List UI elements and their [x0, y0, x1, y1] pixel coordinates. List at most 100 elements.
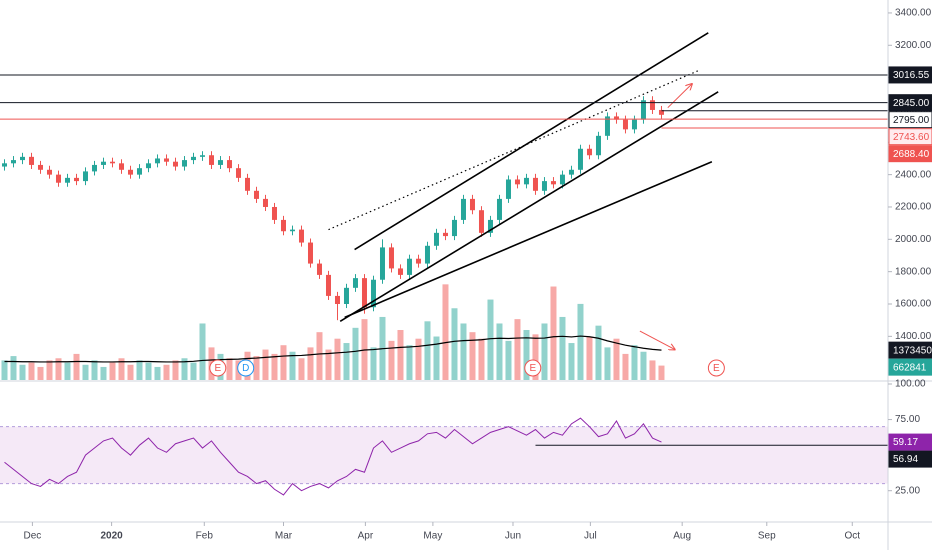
candle-body: [100, 161, 106, 165]
volume-ma-label: 1373450: [893, 345, 932, 356]
y-tick-label: 2200.00: [895, 202, 932, 213]
volume-bar: [397, 330, 404, 380]
volume-bar: [262, 349, 269, 380]
candle-body: [433, 232, 439, 246]
volume-bar: [127, 364, 134, 380]
candle-body: [595, 135, 601, 156]
volume-bar: [28, 362, 35, 380]
candle-body: [649, 100, 655, 110]
event-marker: [209, 359, 227, 377]
candle-body: [244, 177, 250, 191]
candle-body: [253, 190, 259, 199]
candle-body: [172, 161, 178, 167]
price-level-label: 2795.00: [893, 115, 930, 126]
volume-bar: [163, 364, 170, 380]
volume-bar: [100, 366, 107, 380]
volume-bar: [559, 316, 566, 380]
candle-body: [541, 181, 547, 191]
candle-body: [379, 247, 385, 280]
rsi-tick-label: 75.00: [895, 414, 920, 425]
candle-body: [136, 168, 142, 175]
volume-bar: [55, 358, 62, 380]
volume-bar: [370, 347, 377, 380]
candle-body: [532, 177, 538, 191]
candle-body: [343, 287, 349, 304]
volume-bar: [343, 343, 350, 380]
candle-body: [325, 274, 331, 296]
event-label: E: [713, 363, 720, 374]
candle-body: [217, 160, 223, 165]
candle-body: [442, 232, 448, 237]
candle-body: [37, 164, 43, 170]
candle-body: [514, 179, 520, 185]
candle-body: [352, 278, 358, 288]
candle-body: [226, 160, 232, 169]
candle-body: [460, 198, 466, 220]
candle-body: [388, 247, 394, 269]
y-tick-label: 1800.00: [895, 266, 932, 277]
candle-body: [523, 177, 529, 185]
volume-bar: [388, 340, 395, 380]
trend-line: [339, 91, 719, 322]
rsi-tick-label: 100.00: [895, 379, 926, 390]
volume-bar: [226, 358, 233, 380]
candle-body: [118, 163, 124, 170]
volume-ma-line: [4, 335, 662, 363]
rsi-level-label-box: [888, 450, 932, 468]
candle-body: [658, 109, 664, 115]
volume-bar: [622, 353, 629, 380]
volume-bar: [352, 327, 359, 380]
x-tick-label: Jun: [505, 531, 521, 542]
x-tick-label: 2020: [100, 531, 123, 542]
x-tick-label: Apr: [358, 531, 374, 542]
volume-bar: [334, 338, 341, 380]
volume-bar: [604, 347, 611, 380]
volume-bar: [658, 365, 665, 380]
volume-bar: [649, 360, 656, 380]
rsi-value-label-box: [888, 433, 932, 451]
candle-body: [550, 181, 556, 185]
volume-bar: [271, 353, 278, 380]
candle-body: [370, 279, 376, 308]
price-level-label: 3016.55: [893, 70, 930, 81]
volume-bar: [433, 336, 440, 380]
candle-body: [424, 245, 430, 264]
volume-bar: [118, 358, 125, 380]
volume-bar: [280, 345, 287, 380]
candle-body: [622, 119, 628, 130]
volume-bar: [469, 332, 476, 380]
candle-body: [199, 155, 205, 157]
rsi-level-label: 56.94: [893, 454, 918, 465]
volume-bar: [145, 362, 152, 380]
volume-ma-label-box: [888, 341, 932, 359]
volume-bar: [82, 364, 89, 380]
candle-body: [298, 229, 304, 243]
volume-bar: [523, 330, 530, 380]
candle-body: [640, 100, 646, 120]
volume-label-box: [888, 358, 932, 376]
event-marker: [707, 359, 725, 377]
candle-body: [82, 171, 88, 182]
candle-body: [271, 206, 277, 220]
price-level-label: 2743.60: [893, 132, 930, 143]
volume-bar: [19, 364, 26, 380]
trend-line: [344, 160, 713, 319]
event-label: E: [529, 363, 536, 374]
volume-bar: [532, 334, 539, 380]
price-level-label: 2845.00: [893, 98, 930, 109]
x-tick-label: Sep: [758, 531, 776, 542]
volume-bar: [307, 347, 314, 380]
candle-body: [289, 229, 295, 232]
volume-bar: [514, 319, 521, 380]
volume-bar: [91, 360, 98, 380]
volume-bar: [586, 336, 593, 380]
candle-body: [406, 258, 412, 275]
volume-bar: [595, 325, 602, 380]
volume-bar: [415, 338, 422, 380]
y-tick-label: 1400.00: [895, 331, 932, 342]
volume-bar: [478, 338, 485, 380]
trend-line: [354, 32, 709, 251]
